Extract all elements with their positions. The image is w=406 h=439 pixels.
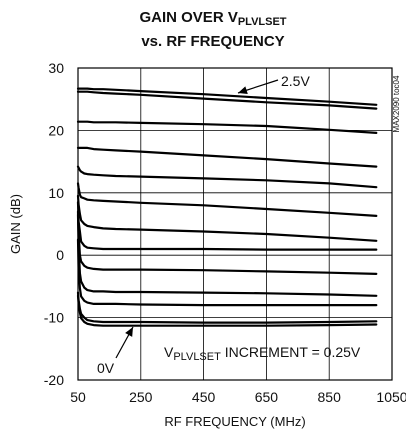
series-line-0 xyxy=(76,87,378,106)
grid xyxy=(78,68,392,380)
plot-frame xyxy=(77,67,393,381)
annotation-0v: 0V xyxy=(97,360,115,376)
series-line-1 xyxy=(76,90,378,110)
chart-title-line2: vs. RF FREQUENCY xyxy=(141,33,284,50)
y-tick-label: 30 xyxy=(48,60,64,76)
y-tick-label: 10 xyxy=(48,185,64,201)
increment-v: V xyxy=(164,344,174,360)
series-line-7 xyxy=(76,201,378,251)
series-line-5 xyxy=(76,182,378,217)
chart-title-main: GAIN OVER V xyxy=(139,9,237,26)
chart-title-subscript: PLVLSET xyxy=(238,16,287,28)
x-tick-label: 50 xyxy=(70,389,86,405)
x-tick-label: 650 xyxy=(255,389,279,405)
y-tick-label: 0 xyxy=(56,247,64,263)
annotation-arrowhead-top xyxy=(238,86,248,95)
series-line-3 xyxy=(76,146,378,168)
series-line-10 xyxy=(76,238,378,307)
y-tick-label: 20 xyxy=(48,122,64,138)
series-line-11 xyxy=(76,291,378,324)
series-line-6 xyxy=(76,194,378,242)
increment-subscript: PLVLSET xyxy=(173,351,221,363)
annotation-arrowhead-bottom xyxy=(125,327,133,337)
chart-title-line1: GAIN OVER VPLVLSET xyxy=(139,9,286,28)
y-tick-label: -10 xyxy=(44,310,64,326)
x-tick-label: 450 xyxy=(192,389,216,405)
y-tick-label: -20 xyxy=(44,372,64,388)
tick-labels: 50 250 450 650 850 1050 30 20 10 0 -10 -20 xyxy=(44,60,406,405)
series-line-4 xyxy=(76,165,378,189)
series-line-2 xyxy=(76,120,378,134)
annotation-2-5v: 2.5V xyxy=(281,73,310,89)
figure-code: MAX2090 toc04 xyxy=(392,75,401,132)
series-line-12 xyxy=(76,294,378,327)
increment-annotation: VPLVLSET INCREMENT = 0.25V xyxy=(164,344,361,363)
series-line-8 xyxy=(76,210,378,275)
x-tick-label: 850 xyxy=(318,389,342,405)
x-axis-label: RF FREQUENCY (MHz) xyxy=(164,414,305,429)
x-tick-label: 250 xyxy=(129,389,153,405)
series-group xyxy=(76,87,378,327)
increment-text: INCREMENT = 0.25V xyxy=(221,344,361,360)
x-tick-label: 1050 xyxy=(376,389,406,405)
y-axis-label: GAIN (dB) xyxy=(8,194,23,254)
